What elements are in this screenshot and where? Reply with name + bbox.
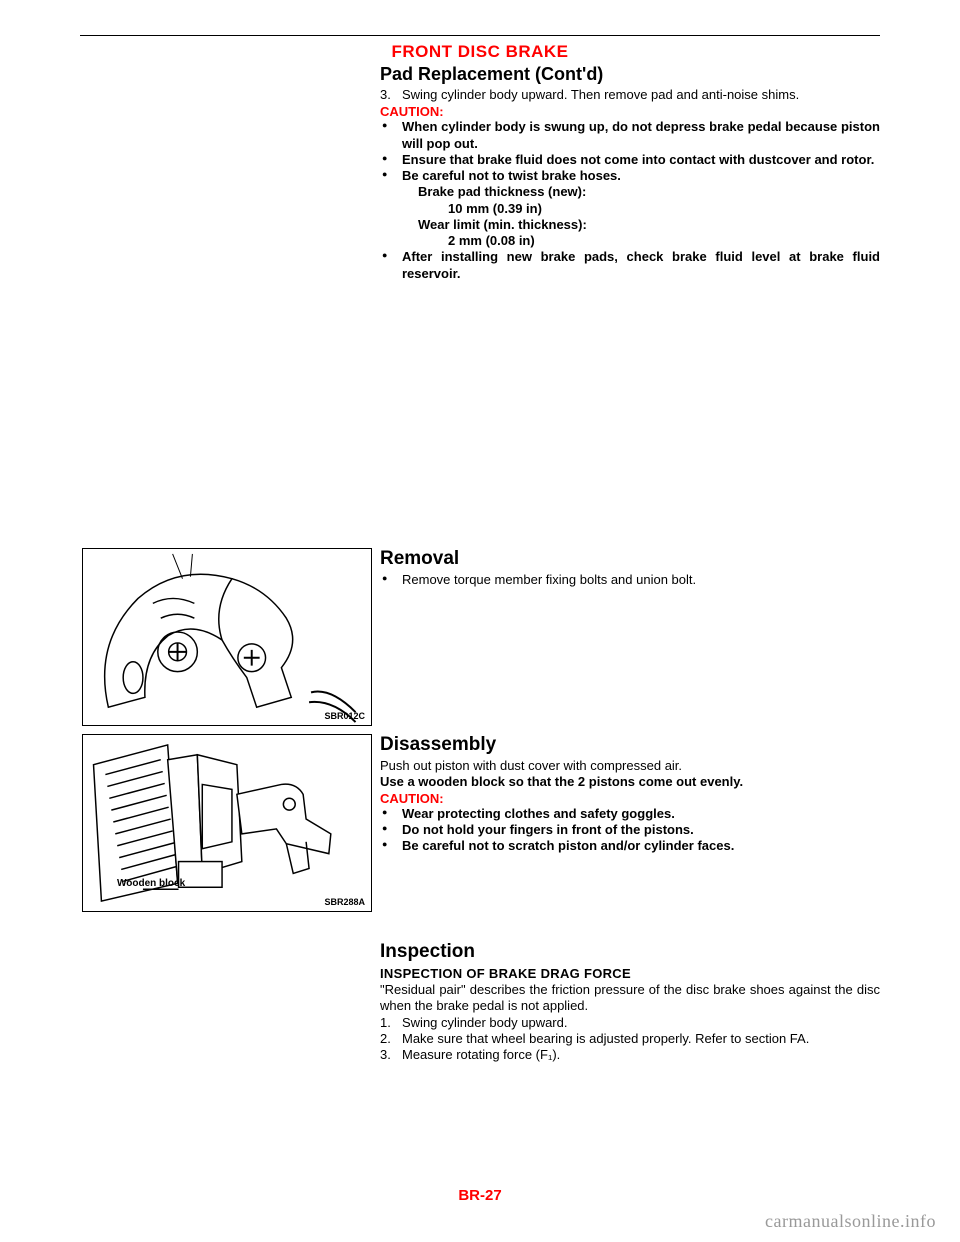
section-inspection: Inspection INSPECTION OF BRAKE DRAG FORC… <box>380 941 880 1063</box>
caution-item: After installing new brake pads, check b… <box>380 249 880 282</box>
spec-value: 10 mm (0.39 in) <box>448 201 880 217</box>
step-number: 3. <box>380 87 402 103</box>
caution-item: Do not hold your fingers in front of the… <box>380 822 880 838</box>
inspection-steps: 1.Swing cylinder body upward. 2.Make sur… <box>380 1015 880 1064</box>
figure-label: Wooden block <box>117 878 185 889</box>
caution-list-after: After installing new brake pads, check b… <box>380 249 880 282</box>
step-text: Swing cylinder body upward. Then remove … <box>402 87 799 103</box>
disassembly-line: Push out piston with dust cover with com… <box>380 758 880 774</box>
watermark: carmanualsonline.info <box>765 1211 936 1232</box>
caution-list: When cylinder body is swung up, do not d… <box>380 119 880 184</box>
figure-disassembly: Wooden block SBR288A <box>82 734 372 912</box>
spec-line: Brake pad thickness (new): <box>418 184 880 200</box>
page-frame: FRONT DISC BRAKE Pad Replacement (Cont'd… <box>80 35 880 282</box>
disassembly-caution-list: Wear protecting clothes and safety goggl… <box>380 806 880 855</box>
figure-code: SBR288A <box>324 897 365 907</box>
caution-item: When cylinder body is swung up, do not d… <box>380 119 880 152</box>
inspection-subhead: INSPECTION OF BRAKE DRAG FORCE <box>380 966 880 981</box>
inspection-title: Inspection <box>380 941 880 963</box>
removal-item: Remove torque member fixing bolts and un… <box>380 572 880 588</box>
page-title: FRONT DISC BRAKE <box>80 36 880 64</box>
figure-code: SBR012C <box>324 711 365 721</box>
pad-replacement-step: 3. Swing cylinder body upward. Then remo… <box>380 87 880 103</box>
spec-value: 2 mm (0.08 in) <box>448 233 880 249</box>
figure-removal: SBR012C <box>82 548 372 726</box>
pad-replacement-title: Pad Replacement (Cont'd) <box>380 64 880 85</box>
disassembly-line: Use a wooden block so that the 2 pistons… <box>380 774 880 790</box>
caution-item: Wear protecting clothes and safety goggl… <box>380 806 880 822</box>
brake-caliper-illustration <box>83 549 371 725</box>
section-disassembly: Disassembly Push out piston with dust co… <box>380 734 880 854</box>
section-removal: Removal Remove torque member fixing bolt… <box>380 548 880 588</box>
removal-list: Remove torque member fixing bolts and un… <box>380 572 880 588</box>
inspection-step: 2.Make sure that wheel bearing is adjust… <box>380 1031 880 1047</box>
inspection-desc: "Residual pair" describes the friction p… <box>380 982 880 1015</box>
section-pad-replacement: Pad Replacement (Cont'd) 3. Swing cylind… <box>380 64 880 282</box>
caution-label: CAUTION: <box>380 791 880 806</box>
inspection-step: 1.Swing cylinder body upward. <box>380 1015 880 1031</box>
spec-line: Wear limit (min. thickness): <box>418 217 880 233</box>
inspection-step: 3.Measure rotating force (F₁). <box>380 1047 880 1063</box>
disassembly-title: Disassembly <box>380 734 880 756</box>
caution-item: Ensure that brake fluid does not come in… <box>380 152 880 168</box>
caution-label: CAUTION: <box>380 104 880 119</box>
caution-item: Be careful not to twist brake hoses. <box>380 168 880 184</box>
removal-title: Removal <box>380 548 880 570</box>
caution-item: Be careful not to scratch piston and/or … <box>380 838 880 854</box>
page-number: BR-27 <box>0 1187 960 1204</box>
